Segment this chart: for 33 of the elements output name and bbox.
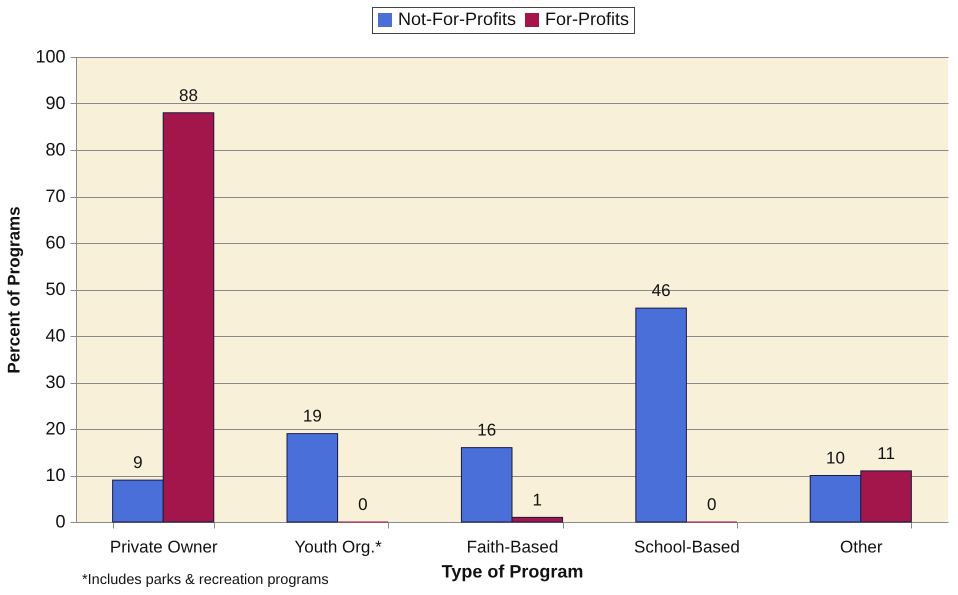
data-label: 10: [826, 448, 845, 468]
data-label: 88: [179, 86, 198, 105]
y-tick-label: 70: [45, 186, 66, 206]
bar: [286, 433, 338, 522]
x-tick-label: Other: [840, 538, 883, 556]
data-label: 19: [302, 406, 322, 426]
y-tick-label: 30: [45, 372, 66, 392]
data-label: 9: [133, 453, 143, 472]
x-tick-label: Youth Org.*: [294, 538, 382, 556]
data-label: 11: [877, 444, 895, 463]
data-label: 1: [532, 490, 542, 510]
y-tick-label: 50: [45, 279, 66, 299]
x-axis-title: Type of Program: [442, 562, 584, 582]
y-axis-title: Percent of Programs: [4, 206, 24, 374]
y-tick-label: 10: [45, 465, 66, 485]
y-tick-label: 100: [35, 46, 66, 66]
data-label: 0: [358, 495, 368, 514]
y-tick-label: 0: [55, 512, 66, 532]
y-tick-label: 90: [45, 93, 66, 113]
x-tick-label: Faith-Based: [466, 538, 558, 556]
y-tick-label: 40: [45, 326, 66, 346]
x-tick-label: Private Owner: [110, 538, 218, 556]
legend-label: For-Profits: [545, 9, 630, 29]
data-label: 0: [706, 495, 716, 514]
legend-label: Not-For-Profits: [398, 9, 516, 29]
x-tick-label: School-Based: [634, 538, 740, 556]
data-label: 16: [477, 420, 496, 440]
y-tick-label: 80: [45, 140, 66, 160]
y-tick-label: 60: [45, 232, 66, 252]
bar: [635, 308, 687, 522]
data-label: 46: [652, 281, 671, 300]
y-tick-label: 20: [45, 418, 66, 438]
text: *Includes parks & recreation programs: [82, 572, 329, 588]
